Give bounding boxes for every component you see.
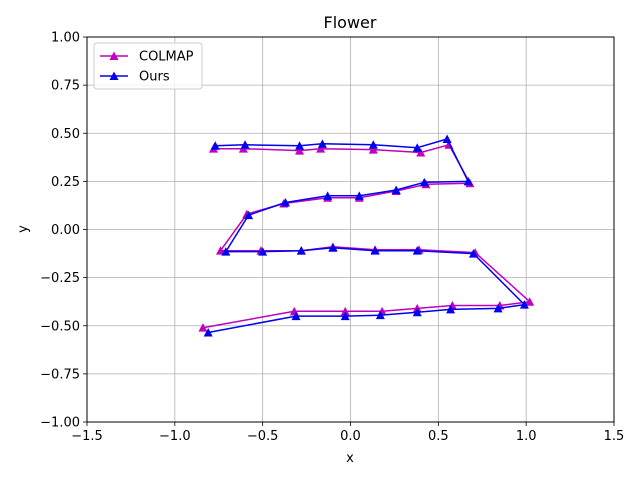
y-axis: −1.00 −0.75 −0.50 −0.25 0.00 0.25 0.50 0.75 1.00 [40,31,87,431]
x-tick-label: −1.5 [71,429,103,444]
data-point-ours [412,246,422,255]
series-ours [203,134,529,337]
data-point-ours [412,143,422,152]
y-tick-label: 0.25 [51,175,80,190]
legend: COLMAP Ours [93,42,203,90]
data-point-ours [258,247,268,256]
y-tick-label: −0.75 [40,367,80,382]
data-point-ours [368,140,378,149]
data-point-colmap [198,323,208,332]
x-tick-label: 0.0 [340,429,361,444]
data-point-ours [370,246,380,255]
data-point-ours [340,311,350,321]
chart-title: Flower [324,13,377,32]
data-point-colmap [416,148,426,157]
data-point-ours [493,303,503,313]
x-axis-label: x [346,451,354,466]
y-tick-label: 1.00 [51,31,80,46]
data-point-ours [240,140,250,149]
x-tick-label: −1.0 [159,429,191,444]
data-point-ours [317,139,327,148]
data-point-ours [210,141,220,150]
data-point-ours [328,243,338,252]
data-point-ours [519,300,529,309]
data-point-ours [419,177,429,187]
data-point-ours [446,304,456,314]
data-point-ours [291,311,301,321]
data-point-ours [281,198,291,207]
data-point-colmap [340,306,350,316]
legend-label-colmap: COLMAP [139,50,194,65]
y-tick-label: 0.50 [51,127,80,142]
data-point-colmap [368,145,378,154]
y-tick-label: 0.00 [51,223,80,238]
data-point-ours [463,176,473,186]
data-point-ours [295,141,305,150]
y-tick-label: 0.75 [51,79,80,94]
data-point-colmap [316,144,326,153]
data-point-ours [442,134,452,144]
legend-marker-ours [109,71,119,80]
x-tick-label: 1.0 [516,429,537,444]
data-point-ours [221,247,231,256]
y-axis-label: y [16,225,31,233]
data-point-ours [203,327,213,337]
data-point-ours [391,185,401,195]
series-layer [198,134,535,337]
legend-marker-colmap [109,51,119,60]
data-point-ours [296,246,306,255]
y-tick-label: −0.25 [40,271,80,286]
x-axis: −1.5 −1.0 −0.5 0.0 0.5 1.0 1.5 [71,422,624,444]
data-point-colmap [525,297,535,306]
x-tick-label: −0.5 [247,429,279,444]
data-point-ours [354,191,364,200]
data-point-colmap [216,246,226,255]
legend-label-ours: Ours [139,70,170,85]
data-point-ours [468,249,478,258]
data-point-ours [375,310,385,320]
data-point-colmap [295,146,305,155]
legend-box [93,42,203,90]
data-point-ours [323,191,333,200]
y-tick-label: −0.50 [40,319,80,334]
data-point-ours [244,210,254,220]
x-tick-label: 0.5 [428,429,449,444]
x-tick-label: 1.5 [604,429,625,444]
y-tick-label: −1.00 [40,416,80,431]
data-point-ours [412,307,422,317]
